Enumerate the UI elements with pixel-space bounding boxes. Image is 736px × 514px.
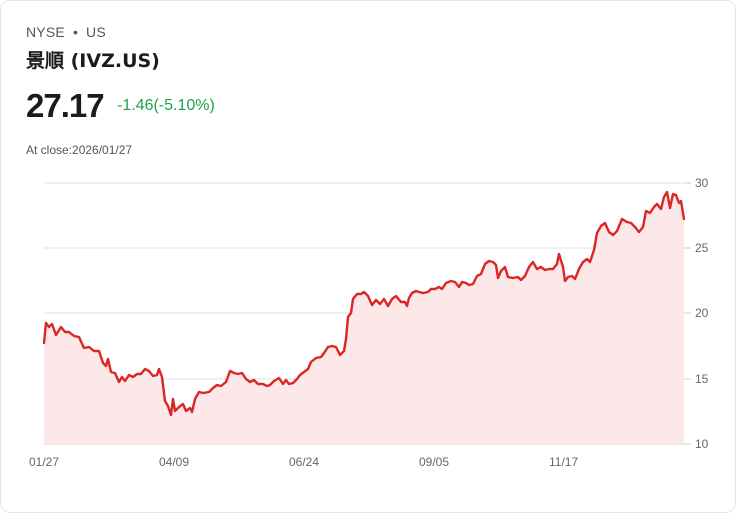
x-tick-label: 09/05 bbox=[419, 455, 449, 469]
y-tick-label: 10 bbox=[695, 437, 709, 451]
exchange-line: NYSE • US bbox=[26, 24, 106, 40]
y-axis-labels: 30 25 20 15 10 bbox=[695, 176, 709, 451]
x-tick-label: 11/17 bbox=[549, 455, 578, 469]
y-tick-label: 30 bbox=[695, 176, 709, 190]
region-name: US bbox=[86, 24, 106, 40]
last-price: 27.17 bbox=[26, 87, 105, 124]
price-area-fill bbox=[44, 192, 684, 444]
close-timestamp: At close:2026/01/27 bbox=[26, 143, 133, 157]
y-tick-label: 25 bbox=[695, 241, 709, 255]
x-axis-labels: 01/27 04/09 06/24 09/05 11/17 bbox=[29, 455, 578, 469]
separator-dot: • bbox=[72, 24, 79, 40]
y-tick-label: 20 bbox=[695, 306, 709, 320]
x-tick-label: 01/27 bbox=[29, 455, 59, 469]
x-tick-label: 06/24 bbox=[289, 455, 319, 469]
y-tick-label: 15 bbox=[695, 372, 709, 386]
stock-name: 景順 (IVZ.US) bbox=[26, 50, 160, 72]
price-change: -1.46(-5.10%) bbox=[117, 97, 215, 114]
exchange-name: NYSE bbox=[26, 24, 65, 40]
x-tick-label: 04/09 bbox=[159, 455, 189, 469]
price-line bbox=[42, 190, 686, 417]
